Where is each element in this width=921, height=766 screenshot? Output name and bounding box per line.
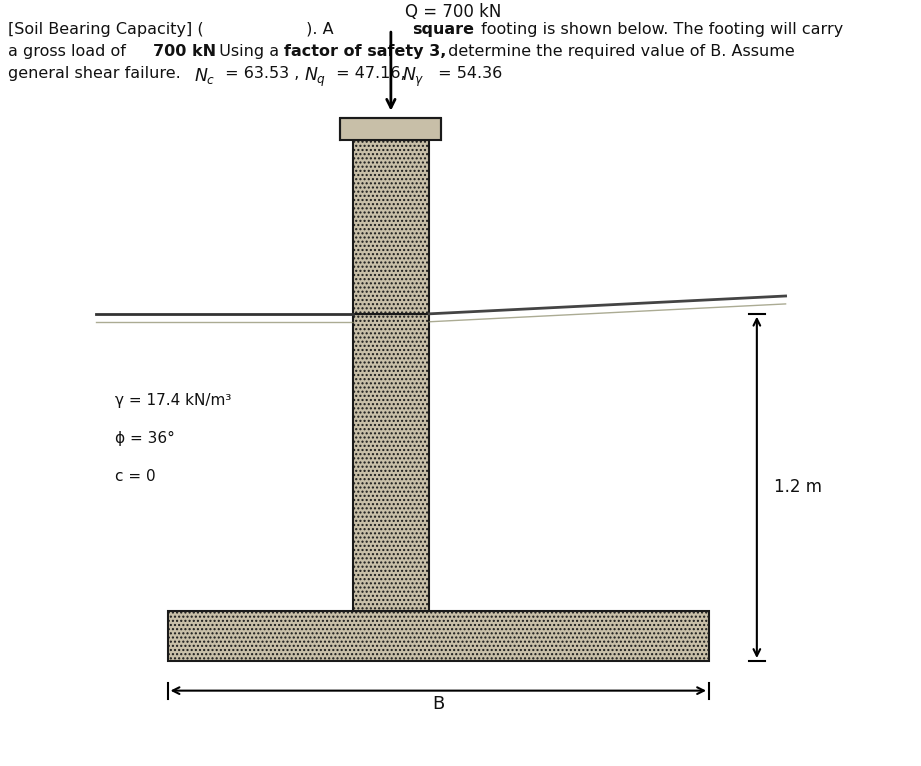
Text: 700 kN: 700 kN [153, 44, 216, 59]
Bar [353, 140, 429, 314]
Text: factor of safety 3,: factor of safety 3, [284, 44, 446, 59]
Text: $N_\gamma$: $N_\gamma$ [402, 66, 426, 89]
Text: ϕ = 36°: ϕ = 36° [115, 430, 175, 446]
Text: footing is shown below. The footing will carry: footing is shown below. The footing will… [476, 22, 844, 38]
Bar [353, 314, 429, 611]
Text: 1.2 m: 1.2 m [774, 478, 822, 496]
Text: a gross load of: a gross load of [7, 44, 131, 59]
Text: = 54.36: = 54.36 [433, 66, 502, 81]
Text: . Using a: . Using a [209, 44, 284, 59]
Bar [168, 611, 709, 661]
Text: γ = 17.4 kN/m³: γ = 17.4 kN/m³ [115, 393, 231, 408]
Bar [340, 119, 440, 140]
Text: = 47.16,: = 47.16, [331, 66, 405, 81]
Text: square: square [412, 22, 474, 38]
Text: = 63.53 ,: = 63.53 , [220, 66, 299, 81]
Text: $N_q$: $N_q$ [304, 66, 326, 89]
Text: c = 0: c = 0 [115, 469, 156, 483]
Text: [Soil Bearing Capacity] (                    ). A: [Soil Bearing Capacity] ( ). A [7, 22, 338, 38]
Text: $N_c$: $N_c$ [193, 66, 215, 86]
Text: general shear failure.: general shear failure. [7, 66, 185, 81]
Text: determine the required value of B. Assume: determine the required value of B. Assum… [443, 44, 794, 59]
Text: B: B [432, 695, 445, 712]
Text: Q = 700 kN: Q = 700 kN [405, 3, 502, 21]
